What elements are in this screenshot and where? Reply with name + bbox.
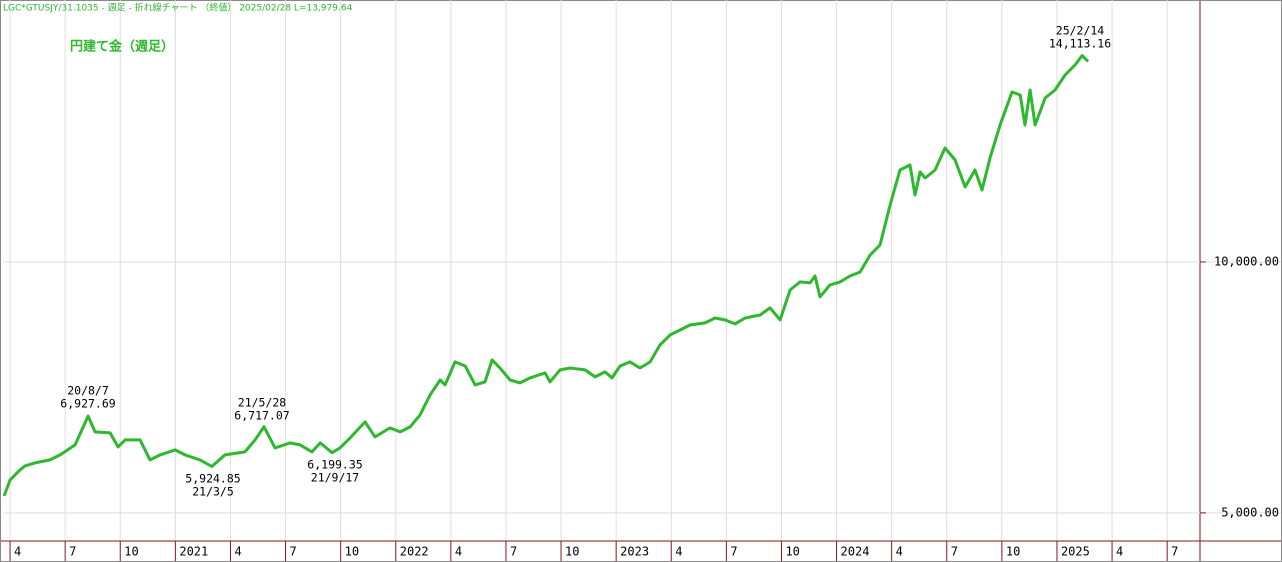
annotation: 5,924.85 xyxy=(185,472,240,486)
x-tick-label: 10 xyxy=(124,545,138,559)
x-tick-label: 2022 xyxy=(400,545,429,559)
annotation: 14,113.16 xyxy=(1049,37,1111,51)
annotation: 6,199.35 xyxy=(307,458,362,472)
x-tick-label: 10 xyxy=(785,545,799,559)
x-tick-label: 7 xyxy=(1171,545,1178,559)
x-tick-label: 4 xyxy=(1116,545,1123,559)
y-tick-label: 10,000.00 xyxy=(1214,254,1279,268)
x-tick-label: 4 xyxy=(455,545,462,559)
x-tick-label: 7 xyxy=(510,545,517,559)
x-tick-label: 7 xyxy=(951,545,958,559)
x-tick-label: 2024 xyxy=(841,545,870,559)
x-tick-label: 4 xyxy=(14,545,21,559)
annotation: 21/3/5 xyxy=(192,485,234,499)
series-line xyxy=(2,54,1090,497)
x-tick-label: 2025 xyxy=(1061,545,1090,559)
x-tick-label: 2021 xyxy=(179,545,208,559)
x-tick-label: 2023 xyxy=(620,545,649,559)
annotation: 6,717.07 xyxy=(234,409,289,423)
legend-label: 円建て金（週足） xyxy=(70,39,174,55)
x-tick-label: 7 xyxy=(730,545,737,559)
x-tick-label: 10 xyxy=(1006,545,1020,559)
annotation: 6,927.69 xyxy=(60,397,115,411)
x-tick-label: 10 xyxy=(345,545,359,559)
chart-title: LGC*GTUSJY/31.1035 - 週足 - 折れ線チャート （終値） 2… xyxy=(3,2,353,14)
annotation: 20/8/7 xyxy=(67,384,109,398)
y-tick-label: 5,000.00 xyxy=(1221,505,1279,519)
annotation: 25/2/14 xyxy=(1056,24,1105,38)
x-tick-label: 7 xyxy=(69,545,76,559)
x-tick-label: 10 xyxy=(565,545,579,559)
x-tick-label: 4 xyxy=(896,545,903,559)
x-tick-label: 7 xyxy=(290,545,297,559)
x-axis-band xyxy=(1,541,1281,561)
annotation: 21/9/17 xyxy=(311,471,360,485)
x-tick-label: 4 xyxy=(234,545,241,559)
annotation: 21/5/28 xyxy=(238,396,287,410)
x-tick-label: 4 xyxy=(675,545,682,559)
